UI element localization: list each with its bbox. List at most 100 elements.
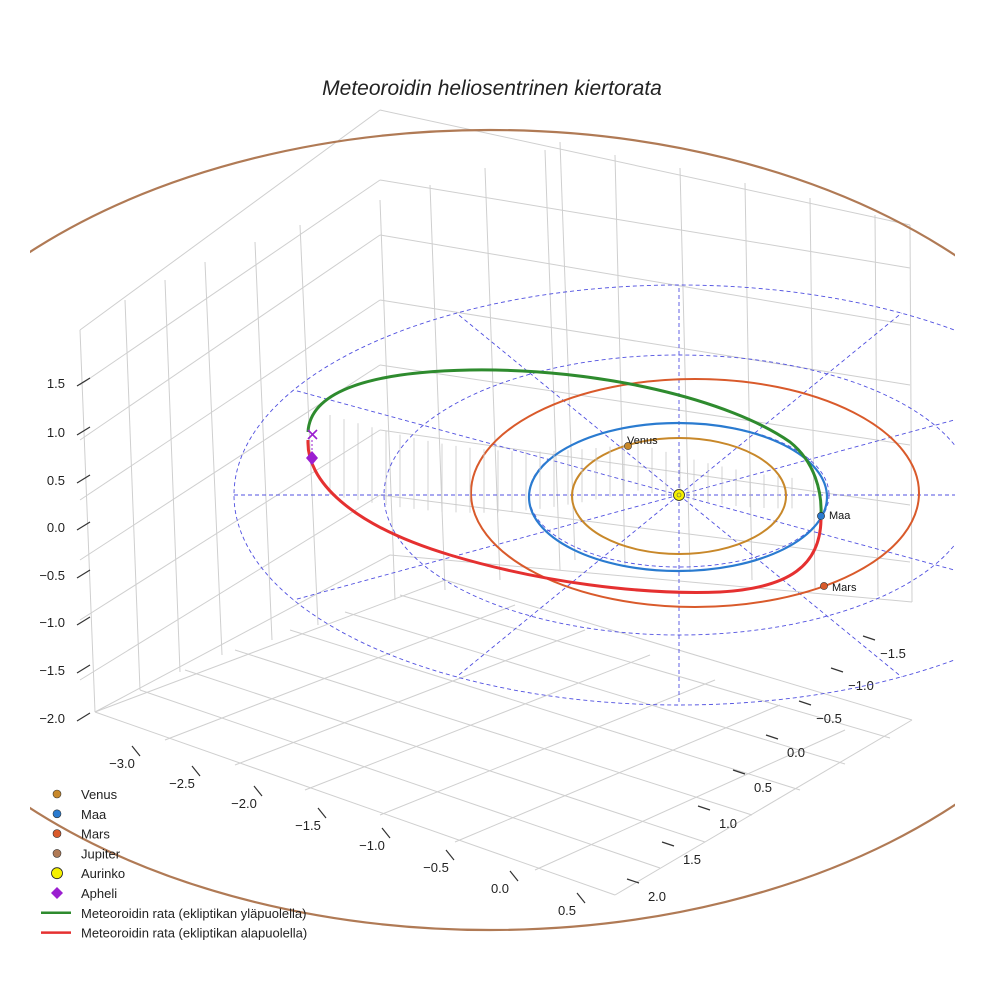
legend-label: Mars <box>81 827 110 842</box>
ecliptic-spoke <box>678 312 902 496</box>
z-tick-label: −0.5 <box>39 568 65 583</box>
x-tick-mark <box>381 827 391 839</box>
grid-line-back <box>379 199 396 601</box>
legend-label: Maa <box>81 807 107 822</box>
marker-aurinko-core <box>676 492 682 498</box>
y-tick-label: 0.0 <box>787 745 805 760</box>
legend-swatch <box>52 849 62 858</box>
legend-label: Venus <box>81 787 118 802</box>
grid-line-floor <box>139 689 661 869</box>
marker-venus <box>624 442 632 450</box>
x-tick-mark <box>445 849 455 861</box>
grid-line-side <box>909 224 913 603</box>
legend-swatch <box>51 867 63 880</box>
z-tick-label: 1.0 <box>47 425 65 440</box>
orbit-mars <box>470 378 920 608</box>
grid-line-floor <box>184 669 706 843</box>
y-tick-mark <box>798 700 812 706</box>
legend-swatch <box>52 809 62 819</box>
legend: Venus Maa Mars Jupiter Aurinko Apheli Meteoroi… <box>41 787 307 941</box>
x-tick-label: −0.5 <box>423 860 449 875</box>
z-tick-mark <box>76 569 91 579</box>
grid-line-row <box>79 299 381 501</box>
grid-line-floor <box>344 611 846 765</box>
legend-label: Meteoroidin rata (ekliptikan alapuolella… <box>81 926 307 941</box>
tick-labels: −2.0 −1.5 −1.0 −0.5 0.0 0.5 1.0 1.5 −3.0 −2.5 −2.0… <box>39 376 906 918</box>
grid-line-back <box>204 261 223 656</box>
grid-line-floor <box>234 629 586 766</box>
ecliptic-spoke <box>293 494 680 601</box>
chart-title: Meteoroidin heliosentrinen kiertorata <box>322 77 662 100</box>
legend-item: Maa <box>52 807 107 822</box>
z-tick-label: 0.0 <box>47 520 65 535</box>
ecliptic-spoke <box>293 389 680 496</box>
grid-line-back <box>544 149 561 571</box>
grid-line-back <box>124 299 141 691</box>
grid-line-back <box>429 184 446 591</box>
grid-line-back <box>164 279 181 673</box>
ecliptic-spoke <box>456 312 680 496</box>
y-tick-label: 2.0 <box>648 889 666 904</box>
legend-item: Mars <box>52 827 110 842</box>
y-tick-mark <box>626 878 640 884</box>
x-tick-label: −2.0 <box>231 796 257 811</box>
label-venus: Venus <box>627 435 658 447</box>
grid-line-row <box>79 429 381 621</box>
grid-line-floor <box>444 579 913 721</box>
grid-line-floor <box>534 729 846 871</box>
z-tick-label: −1.5 <box>39 663 65 678</box>
z-tick-mark <box>76 426 91 436</box>
legend-swatch <box>51 887 63 899</box>
grid-line-row <box>379 299 911 386</box>
grid-line-row <box>379 364 911 446</box>
legend-item: Apheli <box>51 886 117 901</box>
y-tick-label: −1.0 <box>848 678 874 693</box>
grid-line-side <box>614 154 626 566</box>
orbit-venus <box>571 437 787 555</box>
grid-line-floor <box>94 579 446 713</box>
grid-line-back <box>79 329 96 713</box>
grid-line-row <box>379 179 911 269</box>
z-tick-label: −2.0 <box>39 711 65 726</box>
z-tick-mark <box>76 474 91 484</box>
grid-line-row <box>389 554 913 603</box>
y-tick-mark <box>661 841 675 847</box>
grid-line-floor <box>234 649 753 816</box>
legend-swatch <box>52 829 62 838</box>
meteoroid-orbit-above <box>306 368 823 516</box>
grid-line-row <box>79 179 381 386</box>
z-tick-mark <box>76 377 91 387</box>
y-tick-label: 1.0 <box>719 816 737 831</box>
legend-item: Aurinko <box>51 866 125 881</box>
orbits <box>30 129 955 931</box>
ecliptic-spoke <box>678 494 902 678</box>
legend-label: Jupiter <box>81 846 121 861</box>
x-tick-label: −1.0 <box>359 838 385 853</box>
grid-line-floor <box>164 604 516 741</box>
grid-line-row <box>79 234 381 441</box>
grid-line-row <box>79 494 381 681</box>
label-mars: Mars <box>832 582 857 594</box>
legend-swatch <box>52 789 62 799</box>
x-tick-label: −1.5 <box>295 818 321 833</box>
marker-maa <box>817 512 825 520</box>
ecliptic-ring <box>233 284 955 706</box>
z-tick-mark <box>76 616 91 626</box>
legend-item: Jupiter <box>52 846 121 861</box>
x-tick-label: 0.0 <box>491 881 509 896</box>
grid-line-side <box>809 197 816 589</box>
grid-line-row <box>379 494 911 563</box>
grid-line-floor <box>289 629 801 791</box>
y-tick-mark <box>732 769 746 775</box>
legend-item: Meteoroidin rata (ekliptikan yläpuolella… <box>41 906 306 921</box>
z-tick-label: 0.5 <box>47 473 65 488</box>
legend-item: Meteoroidin rata (ekliptikan alapuolella… <box>41 926 307 941</box>
legend-item: Venus <box>52 787 118 802</box>
grid-line-floor <box>94 711 616 896</box>
x-tick-mark <box>509 870 519 882</box>
x-tick-mark <box>131 745 141 757</box>
grid-line-floor <box>379 679 716 816</box>
x-tick-mark <box>253 785 263 797</box>
